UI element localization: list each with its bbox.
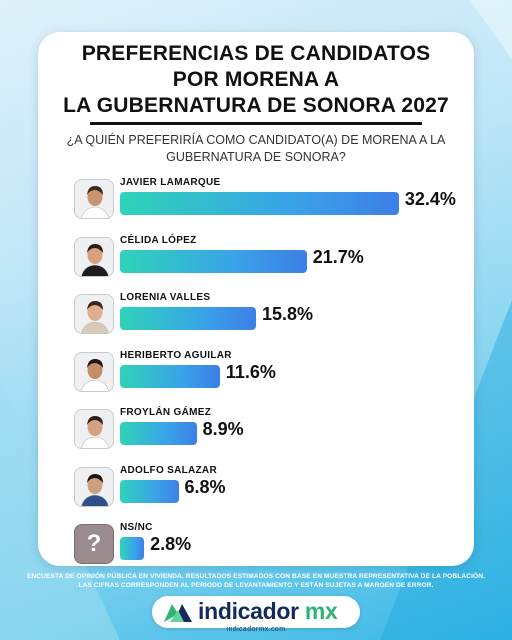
bar-value-label: 32.4% — [404, 189, 456, 209]
bar-value-label: 6.8% — [184, 476, 226, 497]
brand-wordmark: indicador mx — [198, 598, 338, 625]
bar-value-label: 15.8% — [261, 304, 314, 324]
bar-row: ? NS/NC 2.8% — [38, 522, 474, 572]
candidate-avatar — [74, 466, 114, 507]
footnote-line-2: LAS CIFRAS CORRESPONDEN AL PERIODO DE LE… — [78, 582, 434, 589]
question-line-1: ¿A QUIÉN PREFERIRÍA COMO CANDIDATO(A) DE… — [66, 133, 446, 147]
bar-category-label: NS/NC — [120, 522, 153, 533]
bar-value-label: 21.7% — [312, 246, 364, 267]
brand-mark-icon — [164, 604, 192, 622]
bar-category-label: HERIBERTO AGUILAR — [120, 349, 232, 361]
bar — [120, 307, 256, 330]
bar-category-label: FROYLÁN GÁMEZ — [120, 407, 212, 418]
bar-row: HERIBERTO AGUILAR 11.6% — [38, 350, 474, 400]
bar-row: FROYLÁN GÁMEZ 8.9% — [38, 407, 474, 457]
bar-row: ADOLFO SALAZAR 6.8% — [38, 465, 474, 515]
brand-logo: indicador mx — [152, 596, 360, 628]
brand-word: indicador — [198, 598, 299, 624]
candidate-avatar — [74, 179, 114, 219]
question-line-2: GUBERNATURA DE SONORA? — [166, 150, 346, 164]
bar-row: CÉLIDA LÓPEZ 21.7% — [38, 235, 474, 285]
bar — [120, 249, 307, 273]
bar-category-label: ADOLFO SALAZAR — [120, 464, 217, 476]
unknown-avatar: ? — [74, 524, 114, 564]
candidate-avatar — [74, 236, 114, 277]
candidate-avatar — [74, 409, 114, 449]
poll-card: PREFERENCIAS DE CANDIDATOS POR MORENA A … — [38, 32, 474, 566]
bar-row: LORENIA VALLES 15.8% — [38, 292, 474, 342]
bar-category-label: CÉLIDA LÓPEZ — [120, 234, 197, 246]
title-line-3: LA GUBERNATURA DE SONORA 2027 — [63, 94, 449, 117]
bar — [120, 192, 399, 215]
footnote-line-1: ENCUESTA DE OPINIÓN PÚBLICA EN VIVIENDA.… — [26, 573, 486, 580]
candidate-avatar — [74, 294, 114, 334]
title-line-2: POR MORENA A — [172, 68, 340, 91]
title-underline — [90, 122, 422, 125]
bar-category-label: JAVIER LAMARQUE — [120, 177, 221, 188]
bar — [120, 422, 197, 445]
bar — [120, 479, 179, 503]
bar-value-label: 8.9% — [202, 419, 244, 439]
bar-value-label: 2.8% — [150, 534, 192, 554]
bar — [120, 537, 145, 560]
bar-category-label: LORENIA VALLES — [120, 292, 211, 303]
bar — [120, 364, 220, 388]
candidate-avatar — [74, 351, 114, 392]
title-line-1: PREFERENCIAS DE CANDIDATOS — [81, 42, 431, 65]
brand-suffix: mx — [298, 598, 338, 624]
bar-row: JAVIER LAMARQUE 32.4% — [38, 177, 474, 227]
brand-url: indicadormx.com — [226, 626, 286, 633]
bar-value-label: 11.6% — [225, 361, 276, 382]
